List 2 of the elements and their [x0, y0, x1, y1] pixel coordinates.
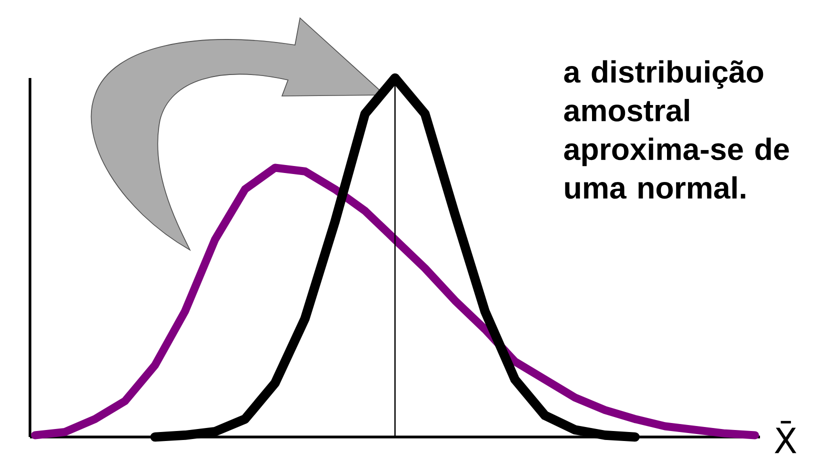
- annotation: a distribuição amostral aproxima-se de uma normal.: [564, 60, 789, 199]
- x-axis-title: X̄: [774, 420, 796, 454]
